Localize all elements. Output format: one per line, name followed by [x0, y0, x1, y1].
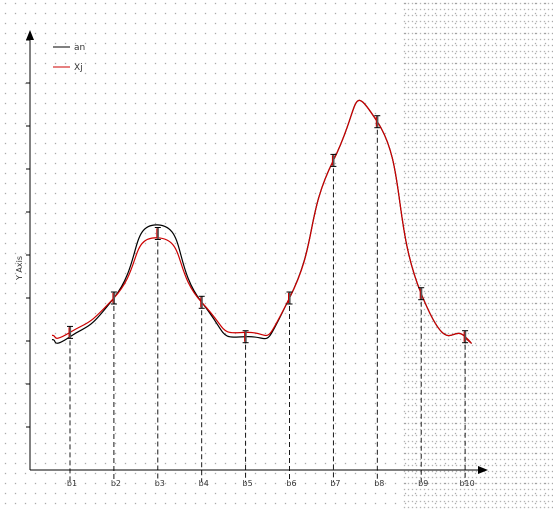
error-bar-b4: [198, 295, 205, 309]
legend-label-xj: Xj: [74, 63, 83, 73]
series-line-xj: [51, 99, 472, 344]
x-tick-label-b4: b4: [199, 479, 209, 488]
error-bar-b9: [418, 287, 425, 301]
x-tick-label-b9: b9: [418, 479, 428, 488]
error-bar-b1: [67, 325, 73, 339]
series-line-an: [51, 99, 472, 344]
x-tick-label-b10: b10: [459, 479, 474, 488]
x-tick-label-b7: b7: [330, 479, 340, 488]
error-bar-b5: [242, 330, 249, 344]
error-bar-b2: [110, 291, 117, 305]
y-axis-label: Y Axis: [15, 256, 24, 281]
x-tick-labels: b1 b2 b3 b4 b5 b6 b7 b8 b9 b10: [67, 479, 475, 488]
error-bar-b7: [330, 153, 337, 167]
x-tick-label-b1: b1: [67, 479, 77, 488]
x-axis-arrow: [478, 466, 488, 474]
error-bar-b8: [374, 115, 381, 129]
x-tick-label-b6: b6: [286, 479, 296, 488]
x-tick-label-b3: b3: [155, 479, 165, 488]
error-bar-b3: [154, 227, 161, 240]
x-tick-label-b8: b8: [374, 479, 384, 488]
series-layer: [51, 99, 472, 344]
axes: [26, 30, 488, 474]
error-bar-b10: [462, 330, 469, 344]
legend: an Xj: [53, 43, 85, 73]
error-bar-b6: [286, 291, 293, 305]
x-tick-label-b5: b5: [243, 479, 253, 488]
x-tick-label-b2: b2: [111, 479, 121, 488]
y-axis-arrow: [26, 30, 34, 40]
drop-lines: [69, 121, 466, 482]
error-bars: [67, 115, 469, 344]
legend-label-an: an: [74, 43, 85, 53]
